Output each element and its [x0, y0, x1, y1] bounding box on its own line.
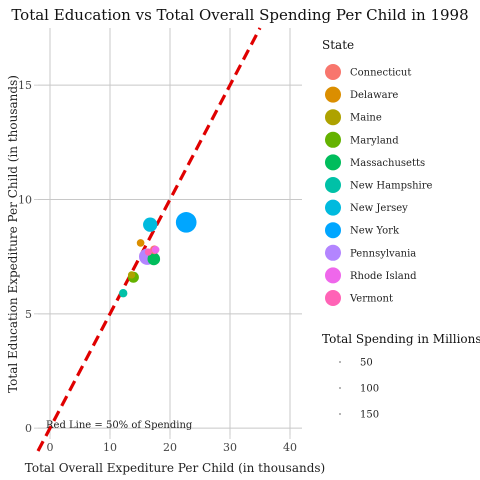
- legend-key-maine: [325, 109, 341, 126]
- data-point-new-york: [175, 212, 197, 233]
- x-tick-label: 10: [103, 441, 117, 454]
- legend-label: New York: [350, 226, 400, 237]
- y-axis-title: Total Education Expediture Per Child (in…: [6, 75, 20, 393]
- axes: 0 10 20 30 40 0 5 10 15: [18, 79, 297, 454]
- color-legend-title: State: [322, 38, 354, 52]
- color-legend: Connecticut Delaware Maine Maryland Massachu…: [325, 64, 433, 306]
- y-tick-label: 10: [18, 193, 32, 206]
- size-legend-title: Total Spending in Millions: [322, 332, 480, 346]
- y-tick-label: 5: [25, 308, 32, 321]
- x-tick-label: 20: [163, 441, 177, 454]
- legend-label: New Jersey: [350, 203, 408, 214]
- data-point-vermont: [144, 248, 152, 256]
- data-point-new-hampshire: [119, 289, 128, 298]
- legend-key-rhode-island: [325, 267, 341, 284]
- legend-label: Rhode Island: [350, 271, 417, 282]
- legend-key-new-jersey: [325, 199, 341, 216]
- size-legend-key: [339, 387, 341, 389]
- grid-lines: [38, 28, 302, 435]
- reference-line: [36, 27, 262, 452]
- legend-key-delaware: [325, 86, 341, 103]
- reference-line-annotation: Red Line = 50% of Spending: [46, 420, 193, 431]
- data-point-massachusetts: [147, 252, 161, 266]
- legend-label: New Hampshire: [350, 181, 433, 192]
- size-legend-label: 50: [360, 358, 373, 369]
- data-point-new-jersey: [143, 217, 158, 232]
- y-tick-label: 15: [18, 79, 32, 92]
- legend-key-connecticut: [325, 64, 341, 80]
- size-legend-key: [339, 361, 341, 363]
- size-legend: 50 100 150: [339, 358, 379, 421]
- legend-key-vermont: [325, 290, 341, 306]
- data-point-maine: [127, 271, 136, 279]
- legend-key-maryland: [325, 131, 341, 148]
- x-tick-label: 30: [223, 441, 237, 454]
- legend-key-new-hampshire: [325, 177, 341, 193]
- size-legend-label: 100: [360, 384, 379, 395]
- data-points: [119, 212, 197, 298]
- x-axis-title: Total Overall Expediture Per Child (in t…: [25, 461, 325, 475]
- data-point-delaware: [136, 239, 145, 247]
- legend-label: Delaware: [350, 90, 398, 101]
- data-point-rhode-island: [151, 245, 160, 254]
- legend-key-pennsylvania: [325, 244, 341, 261]
- size-legend-key: [339, 413, 341, 415]
- legend-label: Pennsylvania: [350, 248, 416, 259]
- legend-label: Connecticut: [350, 68, 411, 79]
- legend-label: Vermont: [349, 294, 393, 305]
- legend-label: Maryland: [350, 135, 399, 146]
- size-legend-label: 150: [360, 410, 379, 421]
- legend-label: Massachusetts: [350, 158, 425, 169]
- legend-key-new-york: [325, 222, 341, 239]
- chart-title: Total Education vs Total Overall Spendin…: [11, 6, 468, 24]
- reference-line-layer: [36, 27, 262, 452]
- x-tick-label: 0: [47, 441, 54, 454]
- legend-label: Maine: [350, 113, 382, 124]
- legend-key-massachusetts: [325, 154, 341, 171]
- y-tick-label: 0: [25, 422, 32, 435]
- x-tick-label: 40: [283, 441, 297, 454]
